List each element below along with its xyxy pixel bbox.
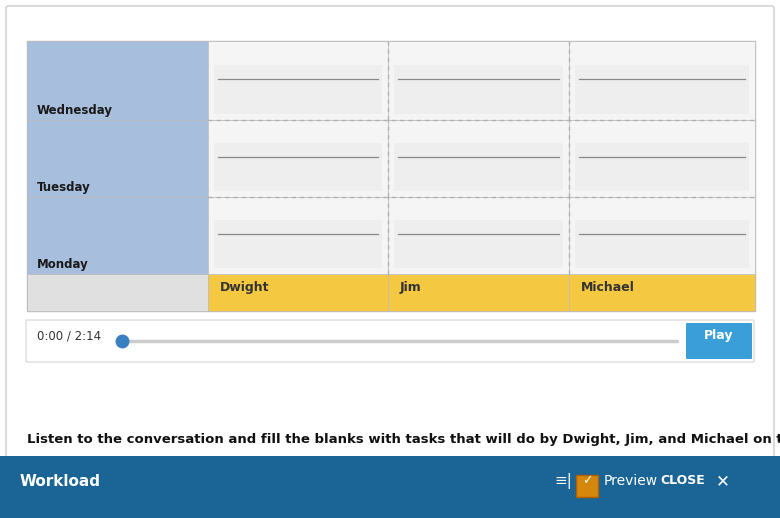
FancyBboxPatch shape bbox=[26, 320, 754, 362]
FancyBboxPatch shape bbox=[394, 220, 563, 268]
FancyBboxPatch shape bbox=[388, 197, 569, 274]
FancyBboxPatch shape bbox=[214, 143, 382, 191]
Text: ✓: ✓ bbox=[582, 474, 592, 487]
Text: Workload: Workload bbox=[20, 473, 101, 488]
Text: ≡|: ≡| bbox=[554, 473, 572, 489]
FancyBboxPatch shape bbox=[686, 323, 752, 359]
FancyBboxPatch shape bbox=[388, 120, 569, 197]
FancyBboxPatch shape bbox=[569, 274, 755, 311]
Text: 0:00 / 2:14: 0:00 / 2:14 bbox=[37, 329, 101, 342]
Text: Michael: Michael bbox=[581, 281, 635, 294]
Text: Wednesday: Wednesday bbox=[37, 104, 113, 117]
Text: Dwight: Dwight bbox=[220, 281, 270, 294]
FancyBboxPatch shape bbox=[0, 0, 780, 456]
FancyBboxPatch shape bbox=[569, 41, 755, 120]
FancyBboxPatch shape bbox=[214, 65, 382, 114]
FancyBboxPatch shape bbox=[576, 475, 598, 497]
Text: ✕: ✕ bbox=[716, 472, 730, 490]
Text: Tuesday: Tuesday bbox=[37, 181, 90, 194]
Text: Monday: Monday bbox=[37, 258, 89, 271]
FancyBboxPatch shape bbox=[575, 220, 749, 268]
FancyBboxPatch shape bbox=[208, 274, 388, 311]
FancyBboxPatch shape bbox=[569, 120, 755, 197]
FancyBboxPatch shape bbox=[27, 41, 208, 120]
FancyBboxPatch shape bbox=[388, 274, 569, 311]
FancyBboxPatch shape bbox=[208, 120, 388, 197]
FancyBboxPatch shape bbox=[394, 143, 563, 191]
FancyBboxPatch shape bbox=[27, 197, 208, 274]
FancyBboxPatch shape bbox=[575, 65, 749, 114]
FancyBboxPatch shape bbox=[0, 456, 780, 518]
Text: Jim: Jim bbox=[400, 281, 422, 294]
FancyBboxPatch shape bbox=[27, 120, 208, 197]
FancyBboxPatch shape bbox=[575, 143, 749, 191]
FancyBboxPatch shape bbox=[214, 220, 382, 268]
FancyBboxPatch shape bbox=[569, 197, 755, 274]
Text: Play: Play bbox=[704, 329, 734, 342]
FancyBboxPatch shape bbox=[208, 197, 388, 274]
Text: Preview: Preview bbox=[604, 474, 658, 488]
FancyBboxPatch shape bbox=[27, 274, 208, 311]
Text: Listen to the conversation and fill the blanks with tasks that will do by Dwight: Listen to the conversation and fill the … bbox=[27, 433, 780, 446]
FancyBboxPatch shape bbox=[388, 41, 569, 120]
Text: CLOSE: CLOSE bbox=[660, 474, 705, 487]
FancyBboxPatch shape bbox=[394, 65, 563, 114]
FancyBboxPatch shape bbox=[208, 41, 388, 120]
